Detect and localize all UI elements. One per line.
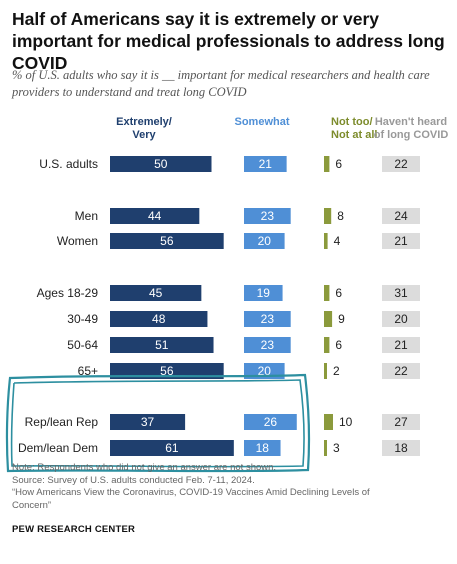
- category-label: Dem/lean Dem: [18, 441, 98, 455]
- chart-subtitle: % of U.S. adults who say it is __ import…: [12, 68, 430, 99]
- data-label: 19: [257, 286, 271, 300]
- bar: [110, 233, 224, 249]
- category-label: U.S. adults: [39, 157, 98, 171]
- data-label: 20: [394, 312, 408, 326]
- data-label: 23: [261, 209, 275, 223]
- bar: [324, 337, 330, 353]
- bar: [110, 156, 212, 172]
- note-text: Note: Respondents who did not give an an…: [12, 462, 277, 473]
- data-label: 44: [148, 209, 162, 223]
- category-label: Men: [75, 209, 98, 223]
- bar: [382, 311, 420, 327]
- bar: [110, 285, 202, 301]
- bar: [244, 285, 283, 301]
- chart-title: Half of Americans say it is extremely or…: [12, 9, 445, 73]
- category-label: Women: [57, 234, 98, 248]
- category-label: 65+: [78, 364, 98, 378]
- data-label: 45: [149, 286, 163, 300]
- data-label: 6: [335, 157, 342, 171]
- data-label: 4: [334, 234, 341, 248]
- category-label: Rep/lean Rep: [25, 415, 99, 429]
- data-label: 18: [394, 441, 408, 455]
- column-header: Not too/: [331, 116, 373, 128]
- data-label: 31: [394, 286, 408, 300]
- data-label: 21: [394, 338, 408, 352]
- report-title-line2: Concern”: [12, 499, 52, 511]
- data-label: 22: [394, 157, 408, 171]
- data-label: 20: [258, 234, 272, 248]
- data-label: 37: [141, 415, 155, 429]
- data-label: 56: [160, 364, 174, 378]
- data-label: 2: [333, 364, 340, 378]
- bar: [244, 156, 287, 172]
- column-header: Somewhat: [234, 116, 289, 128]
- data-label: 24: [394, 209, 408, 223]
- bar: [110, 440, 234, 456]
- bar: [324, 311, 333, 327]
- bar: [110, 337, 214, 353]
- data-label: 20: [258, 364, 272, 378]
- column-header: Very: [132, 129, 156, 141]
- bar: [324, 440, 327, 456]
- bar: [382, 285, 420, 301]
- bar: [324, 285, 330, 301]
- bar: [244, 414, 297, 430]
- bar: [324, 208, 332, 224]
- data-label: 21: [394, 234, 408, 248]
- column-header: Extremely/: [116, 116, 172, 128]
- bar: [324, 156, 330, 172]
- bar: [382, 337, 420, 353]
- highlight-box-inner: [10, 379, 305, 468]
- category-label: 50-64: [67, 338, 98, 352]
- bar: [244, 233, 285, 249]
- data-label: 21: [259, 157, 273, 171]
- bar: [324, 233, 328, 249]
- bar: [244, 208, 291, 224]
- category-label: 30-49: [67, 312, 98, 326]
- bar: [110, 208, 200, 224]
- bar: [382, 156, 420, 172]
- bar: [382, 363, 420, 379]
- data-label: 26: [264, 415, 278, 429]
- bar: [110, 363, 224, 379]
- bar: [324, 363, 327, 379]
- data-label: 51: [155, 338, 169, 352]
- data-label: 3: [333, 441, 340, 455]
- category-label: Ages 18-29: [37, 286, 99, 300]
- data-label: 6: [335, 338, 342, 352]
- data-label: 48: [152, 312, 166, 326]
- bar: [244, 337, 291, 353]
- source-text: Source: Survey of U.S. adults conducted …: [12, 474, 255, 486]
- column-header: Not at all: [331, 129, 377, 141]
- data-label: 6: [335, 286, 342, 300]
- bar: [382, 440, 420, 456]
- source-organization: PEW RESEARCH CENTER: [12, 524, 136, 535]
- data-label: 56: [160, 234, 174, 248]
- data-label: 23: [261, 338, 275, 352]
- bar: [110, 414, 186, 430]
- data-label: 18: [256, 441, 270, 455]
- bar: [324, 414, 333, 430]
- column-header: of long COVID: [374, 129, 449, 141]
- chart-notes: Note: Respondents who did not give an an…: [12, 462, 452, 512]
- bar: [110, 311, 208, 327]
- data-label: 10: [339, 415, 353, 429]
- report-title-line1: “How Americans View the Coronavirus, COV…: [12, 487, 370, 498]
- data-label: 61: [165, 441, 179, 455]
- bar: [244, 311, 291, 327]
- data-label: 23: [261, 312, 275, 326]
- bar: [382, 233, 420, 249]
- highlight-box: [5, 373, 311, 473]
- bar: [244, 440, 281, 456]
- data-label: 22: [394, 364, 408, 378]
- bar: [382, 208, 420, 224]
- data-label: 9: [338, 312, 345, 326]
- data-label: 50: [154, 157, 168, 171]
- data-label: 8: [337, 209, 344, 223]
- column-header: Haven't heard: [375, 116, 447, 128]
- bar: [382, 414, 420, 430]
- data-label: 27: [394, 415, 408, 429]
